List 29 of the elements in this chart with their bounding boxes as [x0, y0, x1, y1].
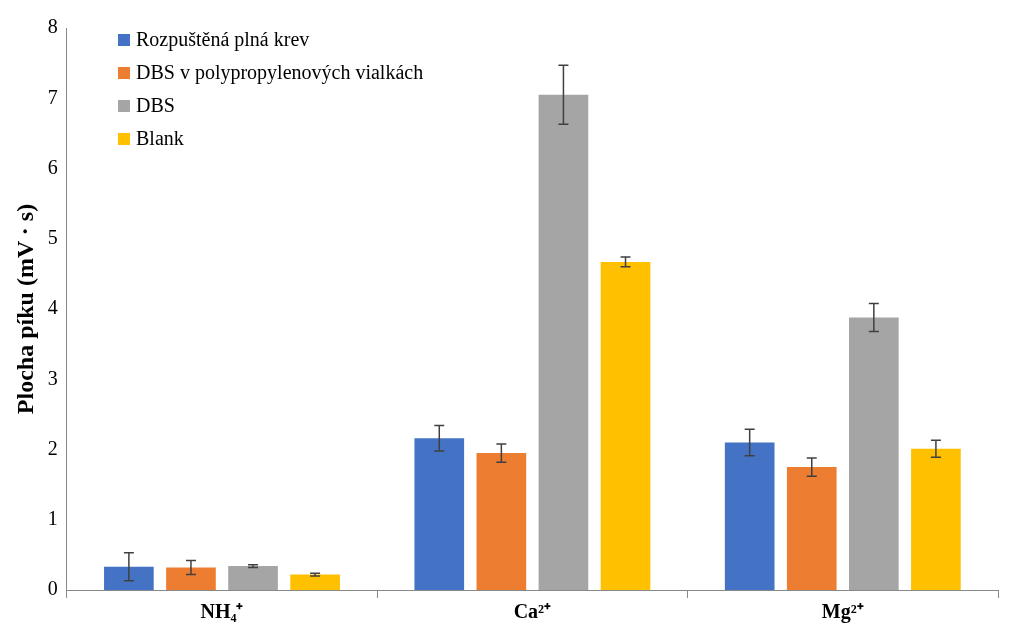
y-axis-title: Plocha píku (mV · s)	[11, 203, 38, 415]
bar	[476, 453, 527, 590]
bar	[104, 566, 154, 590]
legend-label: DBS v polypropylenových vialkách	[136, 61, 424, 84]
x-tick-label: Ca²⁺	[513, 600, 552, 623]
bar	[849, 317, 899, 590]
y-tick-label: 6	[47, 155, 58, 178]
bar	[538, 94, 589, 590]
legend-label: DBS	[136, 94, 175, 117]
bar	[911, 448, 961, 590]
y-tick-label: 1	[47, 507, 58, 529]
legend-label: Blank	[136, 127, 184, 150]
y-tick-label: 0	[47, 577, 58, 600]
bar	[786, 467, 837, 590]
bar	[414, 438, 465, 590]
y-tick-label: 2	[47, 436, 58, 459]
x-tick-label: NH₄⁺	[200, 600, 244, 623]
y-tick-label: 4	[47, 296, 58, 319]
y-tick-label: 7	[47, 85, 58, 108]
y-tick-label: 8	[47, 15, 58, 38]
y-tick-label: 5	[47, 226, 58, 248]
y-tick-label: 3	[47, 366, 58, 389]
bar	[600, 261, 651, 590]
x-tick-label: Mg²⁺	[821, 600, 864, 624]
legend-label: Rozpuštěná plná krev	[136, 28, 310, 51]
bar	[228, 566, 278, 590]
bar	[724, 442, 775, 590]
bar	[290, 574, 340, 590]
bar	[166, 567, 216, 590]
